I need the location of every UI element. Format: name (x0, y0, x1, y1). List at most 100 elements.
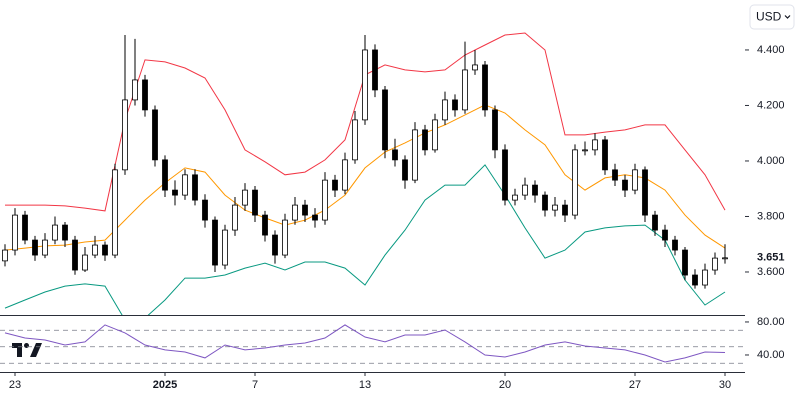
candle-body (402, 159, 408, 181)
candle-body (442, 99, 448, 121)
candle-body (22, 214, 28, 241)
candle-body (422, 129, 428, 151)
candle-body (492, 109, 498, 151)
candle-body (342, 159, 348, 191)
candle-body (312, 214, 318, 221)
x-tick-label: 27 (629, 379, 641, 391)
candle-body (12, 214, 18, 251)
candle-body (252, 189, 258, 216)
candle-body (232, 204, 238, 231)
x-tick-label: 20 (499, 379, 511, 391)
candle-body (412, 129, 418, 181)
chevron[interactable] (784, 15, 791, 19)
indicator-line (4, 104, 726, 251)
candle-body (672, 239, 678, 251)
y-tick-label: 40.00 (757, 349, 785, 361)
candle-body (52, 224, 58, 241)
candle-body (512, 194, 518, 201)
candle-body (302, 204, 308, 216)
candle-body (222, 229, 228, 266)
candle-body (502, 149, 508, 201)
logo-t (12, 343, 22, 357)
logo (12, 343, 42, 357)
x-tick-label: 7 (252, 379, 258, 391)
candle-body (572, 149, 578, 216)
candle-body (612, 169, 618, 181)
candle-body (262, 214, 268, 236)
x-tick-label: 30 (719, 379, 731, 391)
candle-body (272, 234, 278, 256)
candle-body (652, 214, 658, 231)
candle-body (592, 139, 598, 151)
candle-body (192, 174, 198, 201)
candle-body (332, 179, 338, 191)
indicator-line (4, 324, 726, 363)
candle-body (462, 69, 468, 111)
candle-body (282, 219, 288, 256)
candle-body (662, 229, 668, 241)
candle-body (582, 149, 588, 152)
logo-dot (24, 343, 29, 348)
candle-body (152, 109, 158, 161)
button-frame[interactable] (749, 4, 795, 30)
candle-body (562, 204, 568, 216)
candle-body (392, 149, 398, 161)
candle-body (532, 184, 538, 196)
rsi-pane (0, 324, 745, 364)
candle-body (452, 99, 458, 111)
candle-body (432, 119, 438, 151)
candle-body (682, 249, 688, 276)
candle-body (202, 199, 208, 221)
candle-body (552, 204, 558, 211)
candle-body (62, 224, 68, 241)
currency-button[interactable]: USD (749, 4, 795, 30)
candle-body (42, 239, 48, 256)
candle-body (702, 269, 708, 286)
logo-v (30, 343, 42, 357)
candle-body (622, 179, 628, 191)
candle-body (132, 79, 138, 101)
candle-body (542, 194, 548, 211)
candle-body (352, 119, 358, 161)
candle-body (712, 257, 718, 271)
indicator-line (4, 164, 726, 315)
candle-body (72, 239, 78, 271)
y-tick-label: 4.400 (757, 44, 785, 56)
y-tick-label: 4.000 (757, 155, 785, 167)
candle-body (482, 64, 488, 111)
candle-body (162, 159, 168, 191)
y-tick-label: 80.00 (757, 316, 785, 328)
candle-body (82, 254, 88, 271)
candle-body (122, 99, 128, 171)
candle-body (172, 189, 178, 196)
candle-body (2, 249, 8, 262)
currency-label[interactable]: USD (756, 10, 782, 24)
candle-body (92, 244, 98, 256)
candle-body (102, 244, 108, 256)
candle-body (642, 169, 648, 216)
candle-body (372, 49, 378, 91)
x-tick-label: 13 (359, 379, 371, 391)
candle-body (322, 179, 328, 221)
y-tick-label: 4.200 (757, 99, 785, 111)
candle-body (142, 79, 148, 111)
y-tick-label: 3.600 (757, 266, 785, 278)
candle-body (692, 274, 698, 286)
candle-body (472, 64, 478, 71)
x-tick-label: 23 (9, 379, 21, 391)
candle-body (212, 219, 218, 266)
candle-body (382, 89, 388, 151)
candle-body (632, 169, 638, 191)
candle-body (722, 257, 728, 260)
candle-body (292, 204, 298, 221)
x-tick-label: 2025 (153, 379, 177, 391)
candle-body (602, 139, 608, 171)
last-price-label: 3.651 (757, 252, 785, 264)
price-pane (2, 32, 728, 315)
candle-body (182, 174, 188, 196)
candle-body (32, 239, 38, 256)
candle-body (362, 49, 368, 121)
candle-body (522, 184, 528, 196)
y-tick-label: 3.800 (757, 210, 785, 222)
